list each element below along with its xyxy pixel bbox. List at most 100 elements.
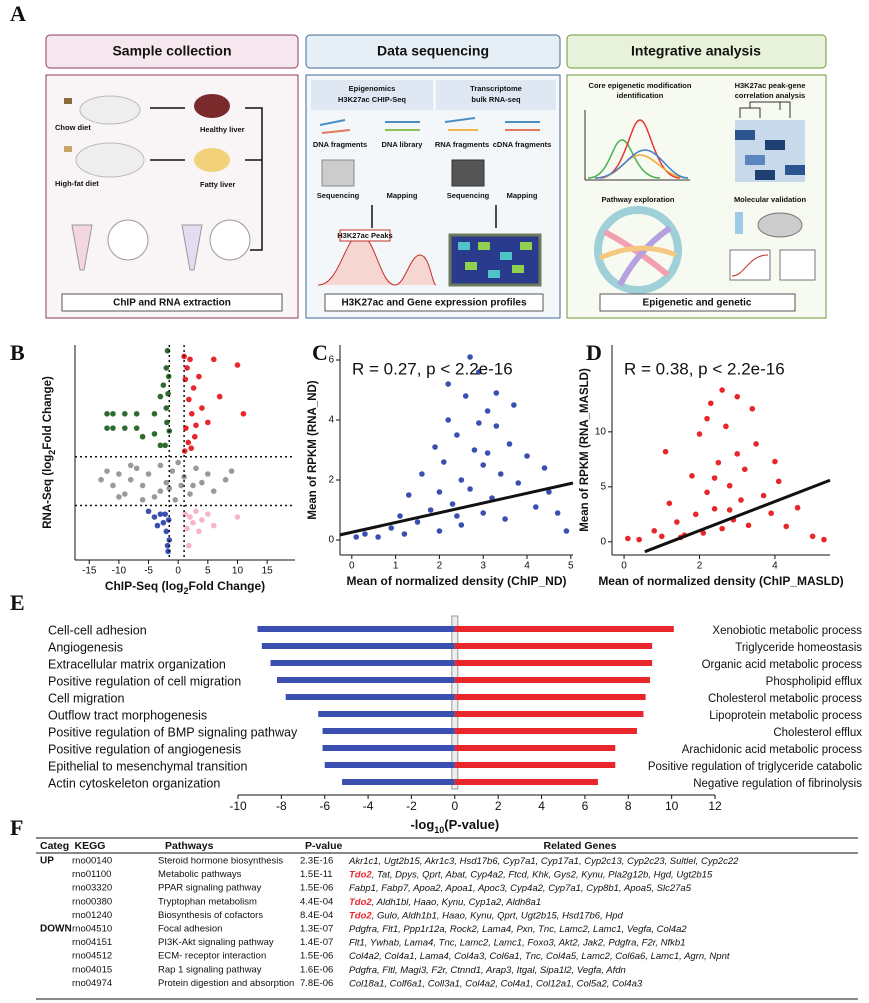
gene: Fltl [382, 964, 396, 975]
gene: Sipa1l2 [540, 964, 572, 975]
footer: Epigenetic and genetic [643, 298, 752, 309]
point [139, 433, 146, 440]
kegg-id: rno04512 [72, 951, 112, 962]
point [196, 373, 202, 380]
point [165, 390, 171, 397]
gene: Hpd [605, 910, 623, 921]
gene: Slc27a5 [657, 883, 692, 894]
label: H3K27ac CHIP-Seq [338, 95, 406, 104]
point [98, 476, 104, 483]
point [190, 519, 196, 526]
x-tick-label: 10 [232, 566, 244, 577]
gene: Rock2 [450, 924, 478, 935]
axis-label: RNA-Seq (log2Fold Change) [42, 376, 57, 529]
peak-curve [317, 234, 437, 286]
point [240, 411, 247, 417]
point [753, 441, 759, 447]
category-label: Extracellular matrix organization [48, 657, 226, 671]
center-band [451, 615, 459, 790]
label-part: RNA-Seq (log [42, 455, 54, 529]
kegg-id: rno00380 [72, 896, 112, 907]
axis-label: Mean of RPKM (RNA_ND) [307, 380, 319, 519]
scatter-panel: D 0 2 4 0 5 10 R = 0.38, p < 2.2e-16 Mean of nor… [579, 340, 844, 588]
gene: F2r [642, 937, 657, 948]
peak-label-box [339, 229, 391, 242]
point [165, 517, 172, 523]
point [205, 419, 211, 426]
point [182, 511, 189, 517]
gene: Lamc2 [460, 937, 489, 948]
gene: Foxo3 [527, 937, 554, 948]
x-tick-label: 0 [621, 561, 627, 572]
gene: Tdo2 [349, 910, 372, 921]
gene: Vegfa [627, 924, 651, 935]
fragment-icons [319, 117, 540, 134]
annotation: R = 0.27, p < 2.2e-16 [352, 359, 513, 378]
point [104, 468, 110, 474]
sequencer-icon [321, 159, 355, 187]
gene: Magi3 [400, 964, 427, 975]
point [484, 450, 491, 456]
label: RNA fragments [435, 140, 489, 149]
label-part: (P-value) [444, 817, 499, 832]
x-tick-label: 3 [480, 561, 486, 572]
point [163, 405, 170, 411]
label: Sequencing [317, 191, 360, 200]
header-box [45, 34, 299, 69]
point [162, 511, 168, 517]
bar [454, 677, 650, 683]
point [745, 522, 752, 529]
point [674, 519, 680, 525]
x-tick-label: 12 [708, 799, 722, 813]
gene: Cyp8b1 [586, 883, 619, 894]
gene: Lamc1 [651, 951, 680, 962]
p-value: 1.5E-11 [300, 869, 333, 880]
gene: Kynu [470, 910, 492, 921]
box-title: Integrative analysis [631, 43, 761, 59]
bar [270, 660, 455, 666]
point [772, 458, 778, 465]
gene: Ftcd [508, 869, 527, 880]
point [196, 528, 202, 535]
heatmap-icon [735, 101, 805, 182]
point [440, 459, 447, 465]
p-value: 1.5E-06 [300, 951, 333, 962]
point [353, 534, 360, 540]
point [723, 423, 729, 430]
label-part: 2 [47, 450, 57, 455]
gene: Apoa5 [623, 883, 652, 894]
tube-icon [181, 224, 203, 271]
point [445, 417, 451, 423]
category-label: Cholesterol metabolic process [708, 693, 862, 705]
y-tick-label: 10 [595, 426, 607, 437]
gene: Hsd17b6 [460, 856, 499, 867]
gene: Akt2 [558, 937, 579, 948]
footer: H3K27ac and Gene expression profiles [341, 298, 527, 309]
x-tick-label: 2 [437, 561, 443, 572]
kegg-table: F Categ KEGG Pathways P-value Related Genes UP… [10, 815, 858, 1000]
gene: Ywhab [370, 937, 399, 948]
gene: Gys2 [554, 869, 577, 880]
x-tick-label: -15 [82, 566, 97, 577]
bar [454, 745, 616, 751]
gene: Akr1c1 [348, 856, 379, 867]
point [625, 535, 631, 542]
label: identification [617, 91, 664, 100]
bar [318, 711, 455, 717]
x-tick-label: -10 [229, 799, 247, 813]
genes: Akr1c1, Ugt2b15, Akr1c3, Hsd17b6, Cyp7a1… [348, 856, 739, 867]
gene: Sultlel [670, 856, 697, 867]
point [162, 442, 168, 449]
x-tick-label: -10 [112, 566, 127, 577]
point [454, 513, 460, 519]
point [184, 365, 190, 371]
point [184, 525, 190, 532]
bar [454, 711, 644, 717]
panel-label: C [312, 340, 328, 365]
pathway: Steroid hormone biosynthesis [158, 856, 283, 867]
gene: Ctnnd1 [450, 964, 481, 975]
point [122, 425, 128, 431]
label: Healthy liver [200, 125, 245, 134]
